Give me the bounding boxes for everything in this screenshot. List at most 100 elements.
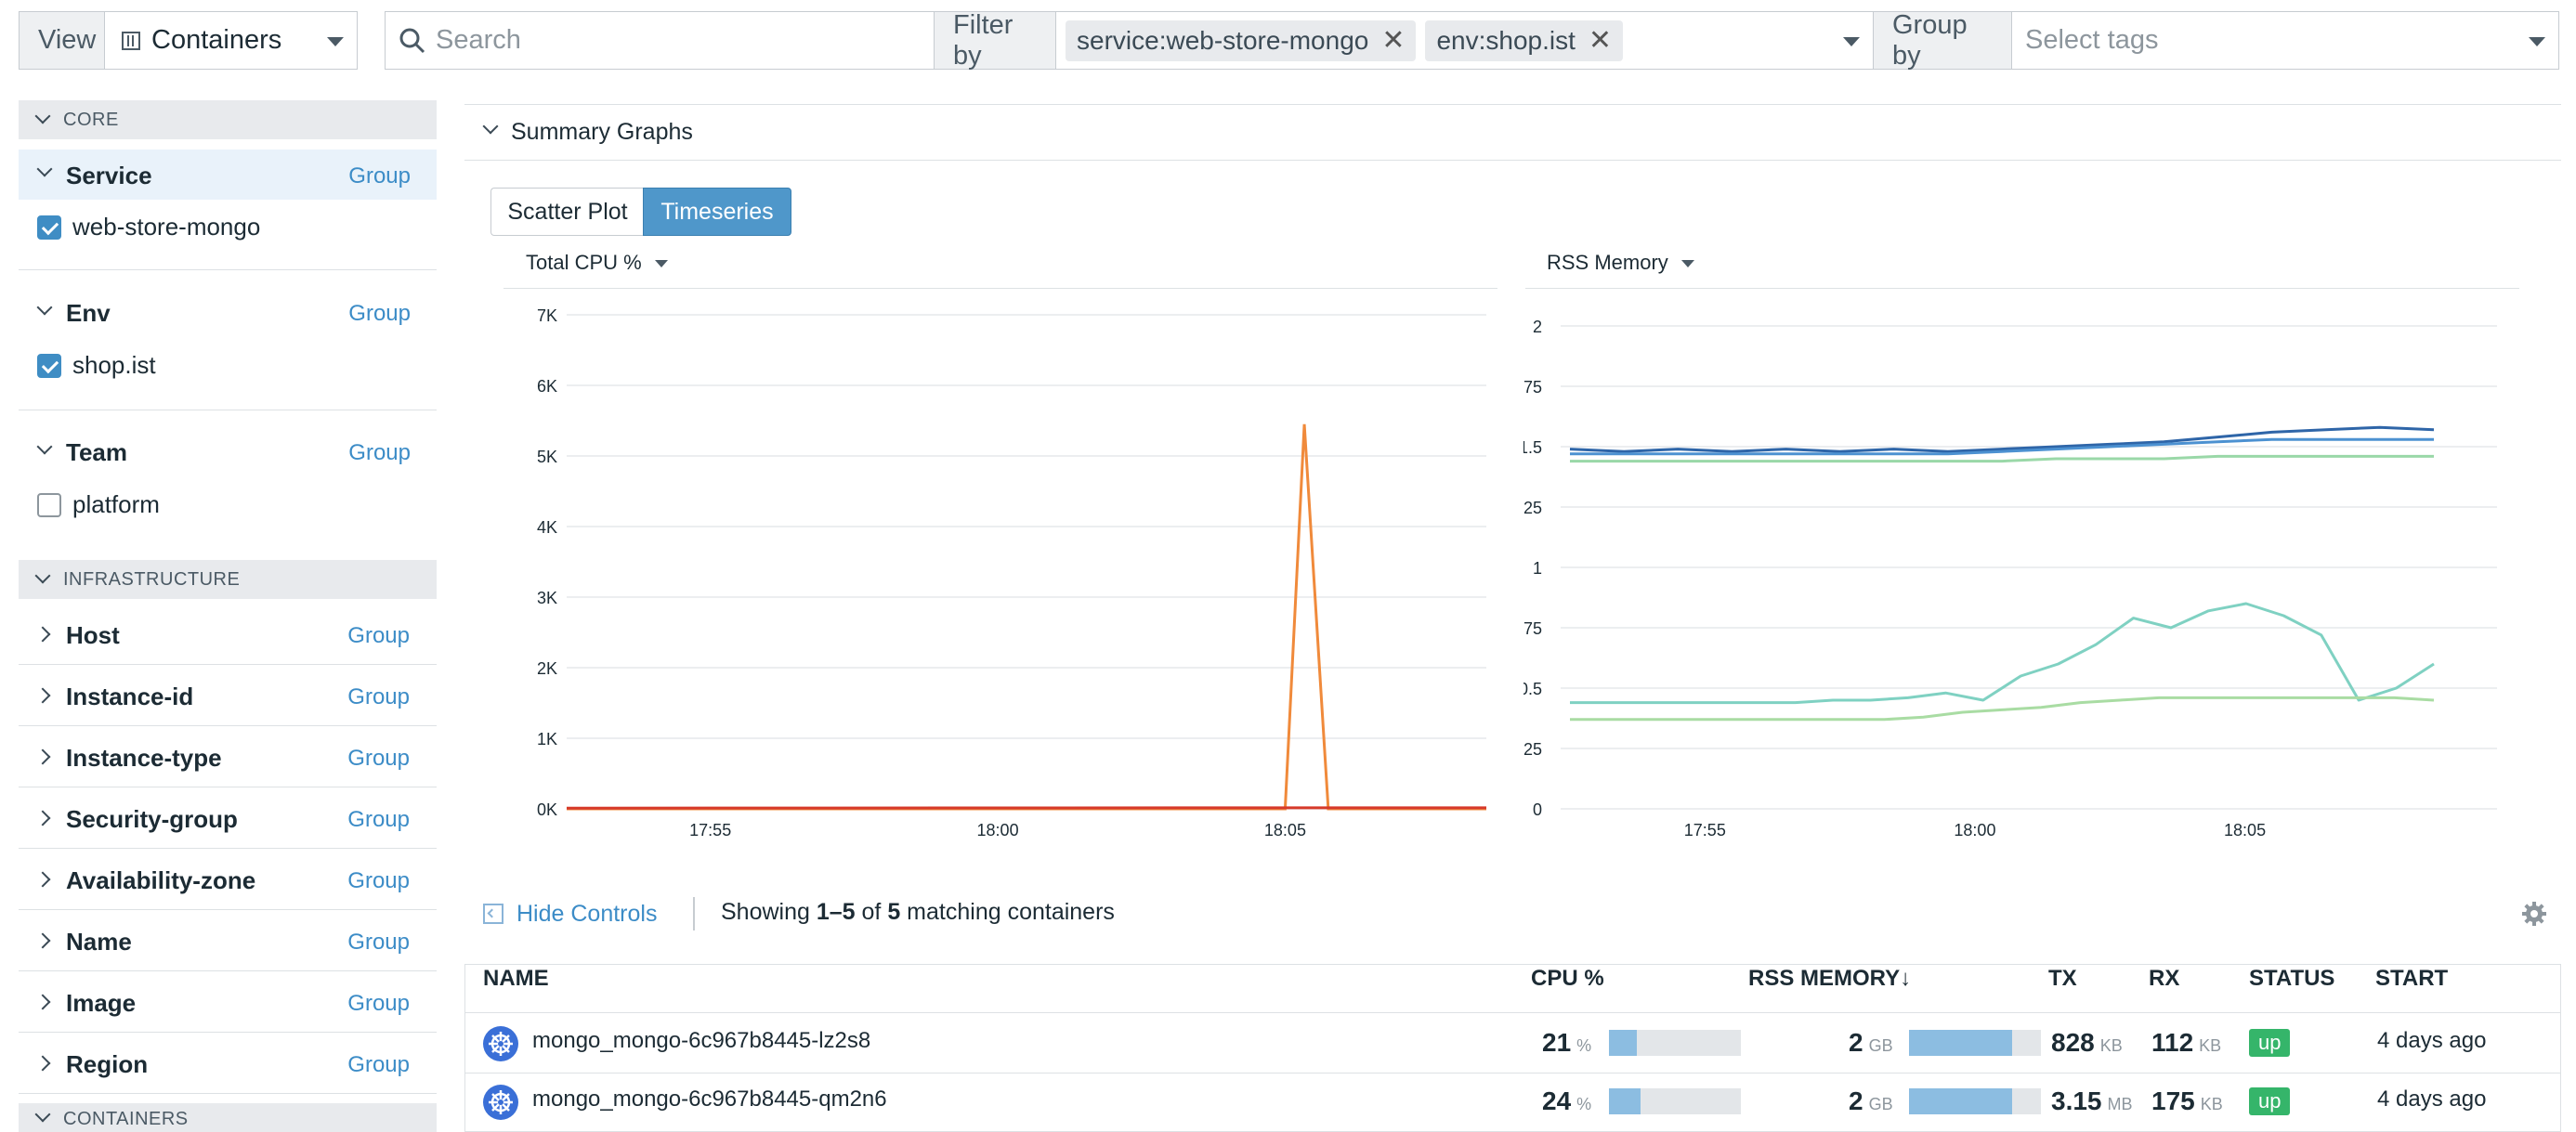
rss-chart-title[interactable]: RSS Memory (1547, 251, 1694, 275)
column-header[interactable]: START (2375, 966, 2449, 991)
results-total: 5 (887, 899, 901, 925)
chevron-down-icon (34, 108, 51, 124)
facet-availability-zone[interactable]: Availability-zone Group (19, 849, 437, 910)
facet-title: Host (66, 621, 120, 649)
cpu-value: 24% (1542, 1086, 1592, 1115)
column-header[interactable]: TX (2048, 966, 2077, 991)
hide-controls-button[interactable]: Hide Controls (483, 899, 657, 929)
rss-series-line-3[interactable] (1570, 602, 2435, 705)
container-icon (122, 31, 140, 50)
rss-chart[interactable]: 2 1.75 1.5 1.25 1 0.75 0.5 0.25 0 17:55 18:00 18:05 (1523, 297, 2527, 854)
start-time: 4 days ago (2377, 1086, 2487, 1112)
facet-team-checkbox[interactable] (37, 493, 61, 517)
cpu-chart[interactable]: 7K 6K 5K 4K 3K 2K 1K 0K 17:55 18:00 18:05 (502, 297, 1505, 854)
chevron-down-icon[interactable] (1843, 37, 1860, 46)
facet-service-group-link[interactable]: Group (348, 163, 411, 189)
scatter-plot-button[interactable]: Scatter Plot (490, 188, 644, 236)
section-label: CORE (63, 109, 119, 130)
tx-value: 3.15 MB (2051, 1086, 2133, 1115)
chevron-down-icon (327, 37, 344, 46)
divider (693, 897, 695, 930)
status-badge: up (2249, 1087, 2291, 1115)
facet-group-link[interactable]: Group (347, 1052, 410, 1077)
facet-service-checkbox[interactable] (37, 215, 61, 240)
filter-tag-env[interactable]: env:shop.ist ✕ (1425, 20, 1624, 61)
results-count-suffix: matching containers (900, 899, 1115, 925)
kubernetes-icon (483, 1026, 518, 1061)
memory-bar-fill (1909, 1088, 2012, 1114)
close-icon[interactable]: ✕ (1588, 25, 1613, 56)
facet-image[interactable]: Image Group (19, 971, 437, 1033)
y-tick-label: 0.5 (1523, 680, 1542, 698)
facet-instance-type[interactable]: Instance-type Group (19, 726, 437, 787)
facet-group-link[interactable]: Group (347, 991, 410, 1016)
section-label: CONTAINERS (63, 1109, 189, 1129)
facet-group-link[interactable]: Group (347, 746, 410, 771)
facet-host[interactable]: Host Group (19, 604, 437, 665)
filter-tag-service[interactable]: service:web-store-mongo ✕ (1066, 20, 1417, 61)
column-header[interactable]: NAME (483, 966, 549, 991)
facet-group-link[interactable]: Group (347, 930, 410, 955)
facet-title: Availability-zone (66, 866, 256, 894)
rss-series-line-0[interactable] (1569, 425, 2435, 453)
facet-name[interactable]: Name Group (19, 910, 437, 971)
filter-input[interactable]: service:web-store-mongo ✕ env:shop.ist ✕ (1055, 11, 1874, 70)
rss-series-line-2[interactable] (1570, 454, 2434, 463)
group-by-select[interactable]: Select tags (2011, 11, 2559, 70)
summary-graphs-header[interactable]: Summary Graphs (464, 104, 2561, 160)
facet-group-link[interactable]: Group (347, 623, 410, 648)
chevron-right-icon (34, 1055, 51, 1072)
column-header[interactable]: STATUS (2249, 966, 2335, 991)
facet-team-group-link[interactable]: Group (348, 440, 411, 465)
cpu-bar-fill (1609, 1088, 1641, 1114)
facet-security-group[interactable]: Security-group Group (19, 787, 437, 849)
cpu-chart-title[interactable]: Total CPU % (526, 251, 668, 275)
close-icon[interactable]: ✕ (1381, 25, 1406, 56)
y-tick-label: 1 (1533, 559, 1542, 578)
column-header[interactable]: RX (2149, 966, 2180, 991)
facet-region[interactable]: Region Group (19, 1033, 437, 1094)
view-select[interactable]: Containers (104, 11, 358, 70)
search-input[interactable]: Search (385, 11, 935, 70)
sidebar-section-infrastructure[interactable]: INFRASTRUCTURE (19, 560, 437, 599)
column-header[interactable]: CPU % (1531, 966, 1604, 991)
group-by-placeholder: Select tags (2025, 25, 2159, 55)
memory-bar (1909, 1088, 2041, 1114)
timeseries-button[interactable]: Timeseries (643, 188, 791, 236)
sidebar-section-containers[interactable]: CONTAINERS (19, 1103, 437, 1132)
rss-series-line-4[interactable] (1570, 696, 2435, 722)
chevron-down-icon (482, 118, 499, 135)
results-range: 1–5 (816, 899, 856, 925)
scatter-plot-label: Scatter Plot (507, 198, 628, 225)
filter-tag-text: env:shop.ist (1436, 25, 1576, 55)
facet-team-title: Team (66, 438, 127, 466)
container-name[interactable]: mongo_mongo-6c967b8445-qm2n6 (532, 1086, 887, 1112)
column-header[interactable]: RSS MEMORY↓ (1748, 966, 1912, 991)
facet-env-checkbox[interactable] (37, 354, 61, 378)
chevron-right-icon (34, 994, 51, 1010)
y-tick-label: 6K (537, 377, 557, 396)
gear-icon[interactable] (2521, 901, 2547, 927)
rss-series-line-1[interactable] (1570, 437, 2434, 456)
facet-service-value[interactable]: web-store-mongo (72, 213, 261, 241)
chevron-right-icon (34, 687, 51, 704)
start-time: 4 days ago (2377, 1028, 2487, 1053)
sidebar-section-core[interactable]: CORE (19, 100, 437, 139)
hide-controls-label: Hide Controls (517, 900, 658, 927)
facet-env-group-link[interactable]: Group (348, 301, 411, 326)
facet-group-link[interactable]: Group (347, 807, 410, 832)
facet-team-value[interactable]: platform (72, 490, 160, 518)
view-label: View (19, 11, 105, 70)
facet-instance-id[interactable]: Instance-id Group (19, 665, 437, 726)
facet-service-title: Service (66, 162, 152, 189)
view-select-value: Containers (151, 25, 282, 55)
container-name[interactable]: mongo_mongo-6c967b8445-lz2s8 (532, 1028, 871, 1053)
facet-service-header[interactable] (19, 150, 437, 200)
chevron-right-icon (34, 626, 51, 643)
rx-value: 112 KB (2151, 1028, 2222, 1057)
facet-group-link[interactable]: Group (347, 684, 410, 709)
facet-env-value[interactable]: shop.ist (72, 351, 156, 379)
cpu-series-line-0[interactable] (567, 423, 1486, 811)
chevron-down-icon (36, 299, 53, 316)
facet-group-link[interactable]: Group (347, 868, 410, 893)
